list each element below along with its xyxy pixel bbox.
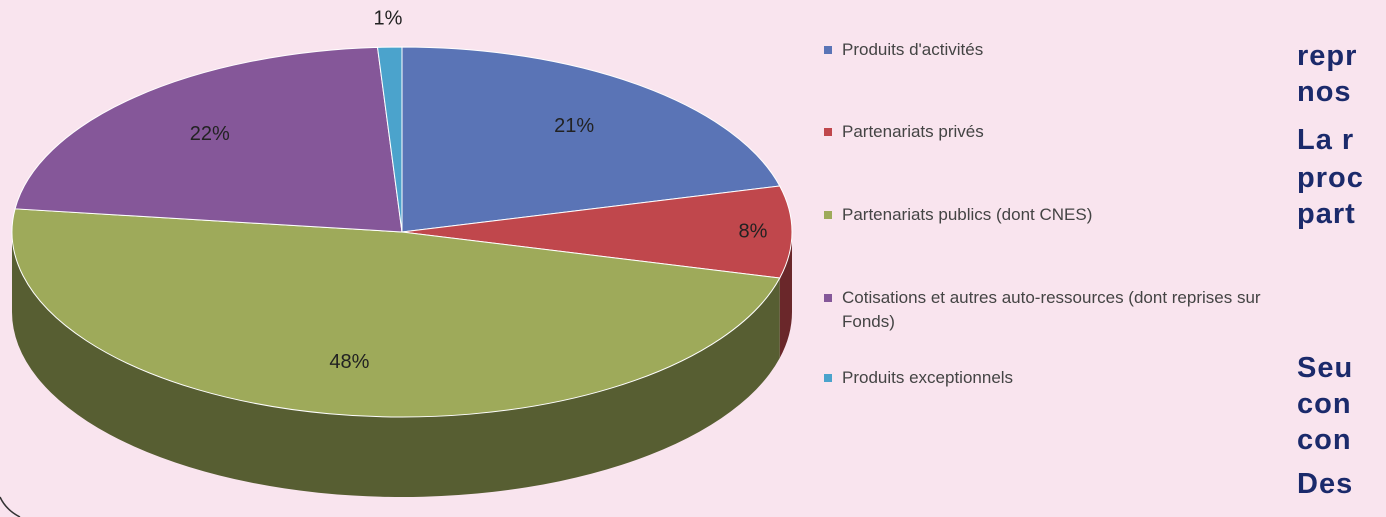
- side-text-line: part: [1297, 198, 1356, 230]
- value-label: 21%: [554, 115, 594, 137]
- side-text-line: con: [1297, 424, 1352, 456]
- slice-side: [12, 232, 780, 498]
- legend-swatch: [824, 46, 832, 54]
- slice: [401, 185, 793, 279]
- legend-swatch: [824, 211, 832, 219]
- slice: [14, 46, 403, 233]
- slice: [11, 208, 781, 418]
- slice-side: [779, 232, 792, 359]
- value-label: 8%: [739, 220, 768, 242]
- side-text-line: con: [1297, 388, 1352, 420]
- legend-item: Cotisations et autres auto-ressources (d…: [822, 286, 1292, 334]
- legend-label: Cotisations et autres auto-ressources (d…: [842, 288, 1261, 331]
- value-label: 1%: [373, 8, 402, 30]
- legend-item: Produits d'activités: [822, 38, 1292, 62]
- side-text-line: proc: [1297, 162, 1364, 194]
- legend-item: Partenariats publics (dont CNES): [822, 203, 1292, 227]
- legend-swatch: [824, 128, 832, 136]
- legend-label: Partenariats privés: [842, 122, 984, 141]
- slice: [401, 46, 781, 233]
- side-text-line: Des: [1297, 468, 1354, 500]
- slice: [376, 46, 403, 233]
- legend-item: Produits exceptionnels: [822, 366, 1292, 390]
- legend-label: Partenariats publics (dont CNES): [842, 205, 1093, 224]
- value-label: 48%: [329, 351, 369, 373]
- side-text-line: nos: [1297, 76, 1352, 108]
- side-text-line: La r: [1297, 124, 1355, 156]
- legend-label: Produits d'activités: [842, 40, 984, 59]
- legend-label: Produits exceptionnels: [842, 368, 1014, 387]
- value-label: 22%: [190, 123, 230, 145]
- side-text-line: repr: [1297, 40, 1358, 72]
- side-text-line: Seu: [1297, 352, 1354, 384]
- legend-item: Partenariats privés: [822, 120, 1292, 144]
- legend-swatch: [824, 374, 832, 382]
- legend-swatch: [824, 294, 832, 302]
- frame-corner: [0, 496, 21, 517]
- chart: 21% 8% 48% 22% 1%: [0, 8, 793, 517]
